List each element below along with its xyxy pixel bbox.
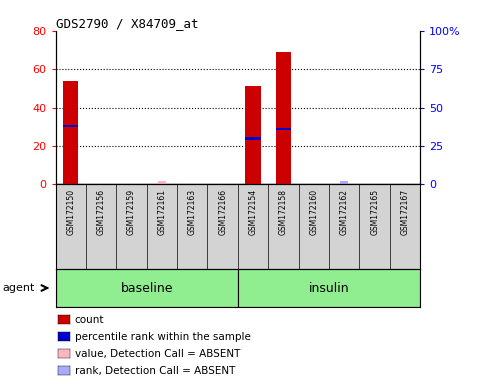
Text: insulin: insulin [309,281,349,295]
Text: value, Detection Call = ABSENT: value, Detection Call = ABSENT [75,349,240,359]
Text: GDS2790 / X84709_at: GDS2790 / X84709_at [56,17,198,30]
Text: count: count [75,314,104,324]
Text: GSM172158: GSM172158 [279,189,288,235]
Text: GSM172161: GSM172161 [157,189,167,235]
Bar [245,137,261,140]
Bar [276,127,291,131]
Text: baseline: baseline [120,281,173,295]
Text: agent: agent [2,283,35,293]
Text: GSM172159: GSM172159 [127,189,136,235]
Bar [63,81,78,184]
Text: GSM172160: GSM172160 [309,189,318,235]
Text: GSM172162: GSM172162 [340,189,349,235]
Bar [245,86,261,184]
Bar [341,182,348,184]
Text: GSM172150: GSM172150 [66,189,75,235]
Text: GSM172163: GSM172163 [188,189,197,235]
Bar [56,269,238,307]
Bar [238,269,420,307]
Bar [276,52,291,184]
Bar [158,182,166,184]
Text: GSM172165: GSM172165 [370,189,379,235]
Text: GSM172156: GSM172156 [97,189,106,235]
Text: GSM172166: GSM172166 [218,189,227,235]
Text: GSM172154: GSM172154 [249,189,257,235]
Text: GSM172167: GSM172167 [400,189,410,235]
Bar [63,124,78,127]
Text: rank, Detection Call = ABSENT: rank, Detection Call = ABSENT [75,366,235,376]
Text: percentile rank within the sample: percentile rank within the sample [75,332,251,342]
